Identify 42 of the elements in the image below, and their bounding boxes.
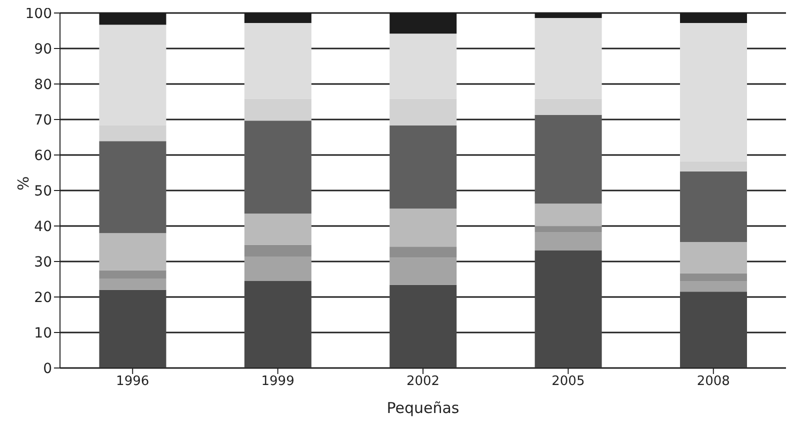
bar [680,273,748,282]
bar [244,256,312,282]
y-tick-label: 10 [34,325,52,342]
y-tick-label: 20 [34,290,52,306]
y-tick-label: 0 [43,360,52,377]
bar [534,232,602,250]
bar [680,242,748,274]
y-tick-label: 90 [34,41,52,58]
bar [99,270,166,279]
bar [680,292,748,368]
bar [99,278,166,290]
bar [244,214,312,245]
bar [390,284,457,368]
y-axis-title: % [14,176,32,190]
bar [99,141,166,234]
y-tick-label: 60 [34,148,52,164]
bar [534,226,602,232]
y-tick-label: 50 [34,183,52,200]
x-tick-label: 2005 [552,374,585,390]
y-tick-label: 30 [34,254,52,270]
x-tick-label: 1999 [261,374,294,390]
bar [390,258,457,285]
x-tick-label: 2008 [696,374,730,390]
bar [534,250,602,368]
bar [680,281,748,292]
y-tick-label: 80 [34,76,52,93]
bar [244,244,312,257]
bar [390,126,457,209]
x-tick-label: 2002 [406,374,440,390]
bar [390,246,457,258]
bar [244,120,312,214]
bar [244,281,312,368]
bar [99,290,166,368]
bar [390,208,457,247]
bar [99,233,166,270]
bar [680,171,748,242]
x-tick-label: 1996 [116,374,150,390]
y-tick-label: 40 [34,218,52,235]
bar [534,114,602,204]
bar [534,204,602,226]
y-tick-label: 70 [34,112,52,128]
x-axis-title: Pequeñas [386,399,460,417]
